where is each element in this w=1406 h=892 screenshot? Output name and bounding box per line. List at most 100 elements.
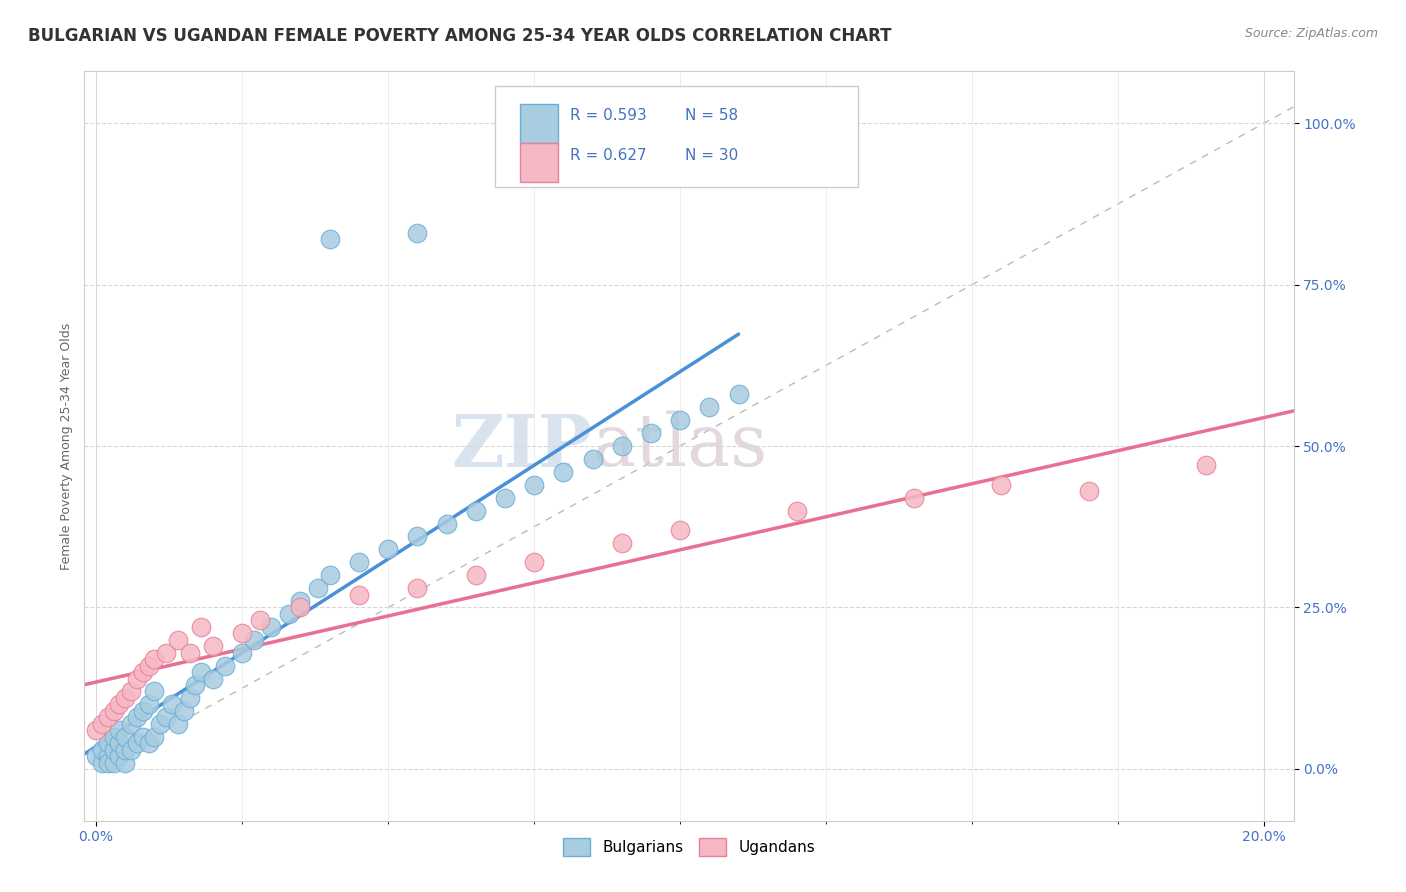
Point	[347, 555, 370, 569]
FancyBboxPatch shape	[495, 87, 858, 187]
Point	[214, 658, 236, 673]
Point	[120, 742, 142, 756]
Point	[132, 704, 155, 718]
Point	[406, 529, 429, 543]
Point	[143, 652, 166, 666]
Text: BULGARIAN VS UGANDAN FEMALE POVERTY AMONG 25-34 YEAR OLDS CORRELATION CHART: BULGARIAN VS UGANDAN FEMALE POVERTY AMON…	[28, 27, 891, 45]
Point	[260, 620, 283, 634]
Point	[990, 477, 1012, 491]
Point	[90, 716, 112, 731]
Point	[523, 477, 546, 491]
Point	[290, 594, 312, 608]
Point	[97, 736, 120, 750]
Point	[669, 523, 692, 537]
Point	[231, 626, 253, 640]
FancyBboxPatch shape	[520, 103, 558, 143]
Point	[242, 632, 264, 647]
Point	[610, 439, 633, 453]
Point	[138, 698, 160, 712]
Point	[84, 749, 107, 764]
Point	[166, 716, 188, 731]
Point	[90, 742, 112, 756]
Point	[406, 226, 429, 240]
Point	[494, 491, 516, 505]
Point	[143, 684, 166, 698]
Text: R = 0.627: R = 0.627	[571, 148, 647, 162]
Point	[149, 716, 172, 731]
Point	[201, 639, 224, 653]
Point	[699, 401, 721, 415]
Point	[727, 387, 749, 401]
Point	[290, 600, 312, 615]
Point	[190, 665, 212, 679]
Point	[125, 736, 148, 750]
Point	[669, 413, 692, 427]
Point	[464, 503, 486, 517]
Point	[581, 451, 603, 466]
Point	[84, 723, 107, 738]
Point	[553, 465, 575, 479]
Point	[114, 690, 136, 705]
Point	[103, 756, 125, 770]
Point	[155, 710, 177, 724]
Point	[1078, 484, 1101, 499]
Point	[108, 698, 131, 712]
Point	[249, 614, 271, 628]
Point	[132, 665, 155, 679]
Point	[184, 678, 207, 692]
Point	[307, 581, 329, 595]
Point	[120, 716, 142, 731]
Point	[406, 581, 429, 595]
Text: N = 30: N = 30	[685, 148, 738, 162]
Point	[97, 710, 120, 724]
Point	[143, 730, 166, 744]
Point	[108, 736, 131, 750]
FancyBboxPatch shape	[520, 144, 558, 182]
Point	[97, 756, 120, 770]
Point	[132, 730, 155, 744]
Point	[97, 749, 120, 764]
Point	[125, 710, 148, 724]
Point	[179, 646, 201, 660]
Point	[610, 536, 633, 550]
Point	[120, 684, 142, 698]
Text: R = 0.593: R = 0.593	[571, 108, 647, 123]
Point	[103, 730, 125, 744]
Legend: Bulgarians, Ugandans: Bulgarians, Ugandans	[557, 832, 821, 862]
Point	[1195, 458, 1218, 473]
Point	[138, 658, 160, 673]
Point	[160, 698, 183, 712]
Point	[190, 620, 212, 634]
Point	[277, 607, 299, 621]
Point	[114, 756, 136, 770]
Point	[464, 568, 486, 582]
Point	[114, 730, 136, 744]
Point	[231, 646, 253, 660]
Point	[347, 588, 370, 602]
Point	[103, 704, 125, 718]
Point	[201, 672, 224, 686]
Text: N = 58: N = 58	[685, 108, 738, 123]
Point	[318, 568, 340, 582]
Point	[903, 491, 925, 505]
Point	[103, 742, 125, 756]
Point	[125, 672, 148, 686]
Point	[786, 503, 808, 517]
Point	[173, 704, 195, 718]
Point	[108, 723, 131, 738]
Point	[138, 736, 160, 750]
Text: Source: ZipAtlas.com: Source: ZipAtlas.com	[1244, 27, 1378, 40]
Text: atlas: atlas	[592, 410, 768, 482]
Point	[436, 516, 458, 531]
Text: ZIP: ZIP	[451, 410, 592, 482]
Point	[318, 232, 340, 246]
Point	[90, 756, 112, 770]
Point	[166, 632, 188, 647]
Point	[377, 542, 399, 557]
Point	[114, 742, 136, 756]
Point	[179, 690, 201, 705]
Point	[640, 426, 662, 441]
Point	[523, 555, 546, 569]
Y-axis label: Female Poverty Among 25-34 Year Olds: Female Poverty Among 25-34 Year Olds	[60, 322, 73, 570]
Point	[108, 749, 131, 764]
